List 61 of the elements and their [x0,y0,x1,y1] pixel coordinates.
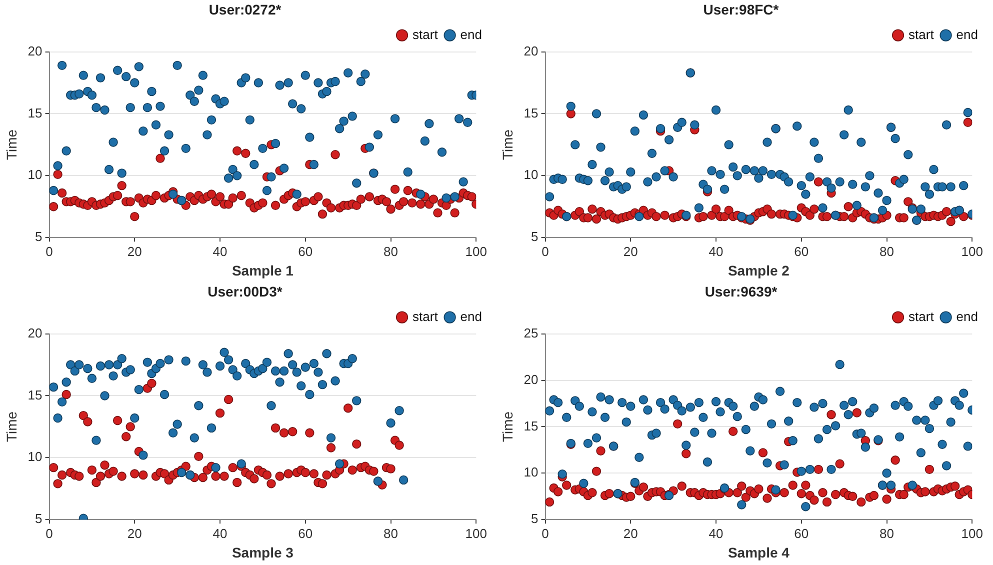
x-tick-label: 20 [623,526,638,541]
y-axis-title: Time [3,411,20,442]
y-tick-label: 15 [524,418,538,434]
x-tick-label: 80 [880,244,894,259]
x-tick-label: 100 [961,244,984,259]
x-tick-label: 20 [623,244,638,259]
y-tick-label: 25 [524,325,538,340]
chart-title: User:0272* [208,1,282,18]
y-tick-label: 5 [35,229,42,244]
y-tick-label: 20 [28,43,42,58]
y-axis-title: Time [499,411,516,442]
x-tick-label: 0 [542,526,549,541]
x-tick-label: 60 [794,526,809,541]
legend-label: start [908,26,934,42]
x-axis-title: Sample 4 [728,544,790,560]
y-tick-label: 10 [28,449,42,464]
y-tick-label: 10 [524,167,538,182]
x-tick-label: 20 [127,244,142,259]
x-tick-label: 100 [465,244,488,259]
chart-title: User:9639* [704,283,778,300]
x-tick-label: 60 [794,244,809,259]
legend-label: start [412,26,438,42]
chart-title: User:00D3* [208,283,283,300]
x-tick-label: 80 [384,526,398,541]
y-axis-title: Time [499,129,516,160]
legend-label: end [460,26,482,42]
legend-label: end [460,308,482,324]
y-tick-label: 15 [524,105,538,120]
chart-title: User:98FC* [703,1,780,18]
x-tick-label: 40 [708,244,724,259]
x-tick-label: 80 [384,244,398,259]
y-tick-label: 5 [531,229,538,244]
y-tick-label: 20 [28,325,42,340]
y-tick-label: 20 [524,43,538,58]
legend-label: end [956,308,978,324]
y-tick-label: 5 [531,511,538,526]
x-axis-title: Sample 1 [232,262,294,278]
legend-label: start [412,308,438,324]
x-tick-label: 100 [465,526,488,541]
x-tick-label: 0 [46,244,53,259]
y-axis-title: Time [3,129,20,160]
x-tick-label: 100 [961,526,984,541]
x-tick-label: 0 [46,526,53,541]
x-tick-label: 60 [298,526,313,541]
x-axis-title: Sample 2 [728,262,790,278]
x-tick-label: 0 [542,244,549,259]
y-tick-label: 15 [28,105,42,120]
x-tick-label: 60 [298,244,313,259]
legend-label: start [908,308,934,324]
y-tick-label: 20 [524,372,538,387]
x-tick-label: 40 [708,526,724,541]
y-tick-label: 10 [28,167,42,182]
y-tick-label: 15 [28,387,42,402]
x-tick-label: 20 [127,526,142,541]
x-tick-label: 40 [212,244,228,259]
y-tick-label: 10 [524,464,538,480]
x-tick-label: 80 [880,526,894,541]
legend-label: end [956,26,978,42]
y-tick-label: 5 [35,511,42,526]
x-tick-label: 40 [212,526,228,541]
x-axis-title: Sample 3 [232,544,294,560]
